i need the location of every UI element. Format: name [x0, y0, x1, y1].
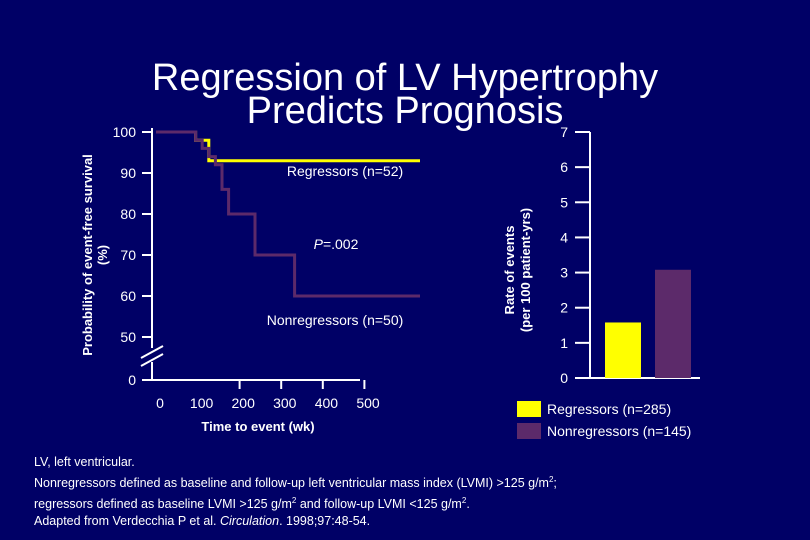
legend-label-nonregressors: Nonregressors (n=145) [547, 423, 691, 439]
survival-y-tick-label-90: 90 [120, 165, 136, 181]
survival-y-tick-label-100: 100 [113, 124, 137, 140]
survival-y-tick-label-80: 80 [120, 206, 136, 222]
axis-break-mark-1 [140, 345, 164, 359]
axis-break-mark-2 [140, 353, 164, 367]
event-rate-y-tick-label-6: 6 [560, 159, 568, 175]
nonregressors-curve-label: Nonregressors (n=50) [267, 312, 404, 328]
p-value-label: P=.002 [314, 236, 359, 252]
event-rate-y-tick-label-4: 4 [560, 229, 568, 245]
survival-x-tick-label-0: 0 [156, 395, 164, 411]
survival-x-tick-label-300: 300 [273, 395, 297, 411]
survival-series [156, 130, 420, 298]
legend-swatch-nonregressors [517, 423, 541, 439]
event-rate-y-ticks: 0 1 2 3 4 5 6 7 [560, 124, 590, 386]
survival-y-tick-label-60: 60 [120, 288, 136, 304]
legend-label-regressors: Regressors (n=285) [547, 401, 671, 417]
legend-swatch-regressors [517, 401, 541, 417]
footnote-line-2: Nonregressors defined as baseline and fo… [34, 475, 557, 491]
event-rate-bars [605, 269, 691, 378]
survival-x-ticks: 0 100 200 300 400 500 [156, 380, 380, 411]
nonregressors-survival-curve [156, 130, 420, 298]
survival-y-ticks: 0 50 60 70 80 90 100 [113, 124, 152, 388]
survival-y-tick-label-50: 50 [120, 329, 136, 345]
survival-x-tick-label-500: 500 [356, 395, 380, 411]
bar-nonregressors [655, 269, 691, 378]
event-rate-y-tick-label-5: 5 [560, 194, 568, 210]
footnote-line-3: regressors defined as baseline LVMI >125… [34, 496, 470, 512]
footnote: LV, left ventricular. Nonregressors defi… [34, 454, 794, 530]
footnote-line-1: LV, left ventricular. [34, 455, 135, 469]
regressors-curve-label: Regressors (n=52) [287, 163, 403, 179]
slide-title-line1: Regression of LV Hypertrophy [151, 57, 659, 99]
bar-legend: Regressors (n=285) Nonregressors (n=145) [517, 401, 691, 439]
footnote-line-4: Adapted from Verdecchia P et al. Circula… [34, 514, 371, 529]
event-rate-y-tick-label-1: 1 [560, 335, 568, 351]
bar-regressors [605, 322, 641, 378]
survival-x-axis-label: Time to event (wk) [201, 419, 314, 434]
slide-title-line2: Predicts Prognosis [246, 90, 564, 132]
survival-x-tick-label-100: 100 [190, 395, 214, 411]
survival-x-tick-label-400: 400 [315, 395, 339, 411]
event-rate-y-tick-label-2: 2 [560, 300, 568, 316]
event-rate-y-tick-label-3: 3 [560, 265, 568, 281]
event-rate-y-axis-label-line1: Rate of events [502, 226, 517, 315]
survival-y-axis-label-line1: Probability of event-free survival [80, 154, 95, 356]
survival-chart-axes [140, 128, 360, 381]
event-rate-y-tick-label-7: 7 [560, 124, 568, 140]
survival-y-tick-label-70: 70 [120, 247, 136, 263]
survival-y-axis-label-line2: (%) [95, 245, 110, 265]
survival-y-tick-label-0: 0 [128, 372, 136, 388]
survival-x-tick-label-200: 200 [232, 395, 256, 411]
event-rate-y-tick-label-0: 0 [560, 370, 568, 386]
event-rate-y-axis-label-line2: (per 100 patient-yrs) [518, 208, 533, 332]
